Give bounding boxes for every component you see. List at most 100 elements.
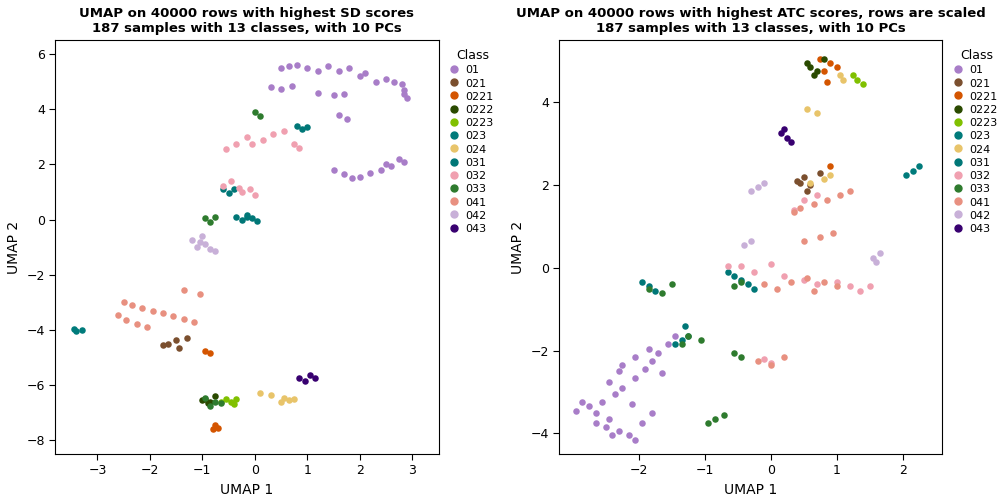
Point bbox=[265, 130, 281, 138]
Point bbox=[331, 67, 347, 75]
Point bbox=[234, 216, 250, 224]
Point bbox=[667, 340, 683, 348]
Point bbox=[733, 278, 749, 286]
Point bbox=[588, 419, 604, 427]
Point bbox=[581, 403, 597, 411]
Point bbox=[733, 276, 749, 284]
Point bbox=[805, 200, 822, 208]
Point bbox=[221, 190, 237, 198]
Point bbox=[812, 55, 829, 63]
Point bbox=[223, 177, 239, 185]
Point bbox=[637, 365, 653, 373]
Point bbox=[342, 64, 358, 72]
Point bbox=[200, 399, 216, 407]
Point bbox=[296, 377, 312, 385]
Point bbox=[195, 232, 211, 240]
Point bbox=[667, 332, 683, 340]
Point bbox=[740, 280, 756, 288]
Point bbox=[802, 181, 818, 189]
Point bbox=[575, 398, 591, 406]
Point bbox=[288, 122, 304, 130]
Point bbox=[846, 72, 862, 80]
Point bbox=[247, 191, 263, 199]
Point bbox=[275, 128, 291, 136]
Point bbox=[288, 61, 304, 69]
Point bbox=[190, 243, 206, 251]
Point bbox=[621, 431, 637, 439]
Point bbox=[614, 384, 630, 392]
Point bbox=[680, 332, 697, 340]
Point bbox=[779, 134, 795, 142]
Point bbox=[336, 90, 352, 98]
Point bbox=[904, 167, 920, 175]
Point bbox=[118, 316, 134, 324]
Point bbox=[231, 184, 247, 192]
Point bbox=[588, 409, 604, 417]
Point bbox=[139, 323, 155, 331]
Point bbox=[197, 395, 213, 403]
Point bbox=[249, 217, 265, 225]
Point bbox=[294, 124, 310, 133]
Point bbox=[660, 340, 676, 348]
Point bbox=[252, 390, 268, 398]
Point bbox=[650, 349, 666, 357]
Point bbox=[842, 282, 858, 290]
Point bbox=[823, 59, 839, 67]
Point bbox=[604, 431, 620, 439]
Point bbox=[301, 371, 318, 380]
Point bbox=[627, 435, 643, 444]
Point bbox=[776, 272, 792, 280]
Point bbox=[802, 179, 818, 187]
Point bbox=[344, 174, 360, 182]
Point bbox=[640, 345, 656, 353]
Point bbox=[386, 78, 402, 86]
Point bbox=[611, 427, 627, 435]
Point bbox=[123, 301, 139, 309]
Point bbox=[216, 185, 232, 193]
Point bbox=[653, 369, 669, 377]
Point bbox=[789, 177, 805, 185]
Point bbox=[808, 192, 825, 200]
Y-axis label: UMAP 2: UMAP 2 bbox=[7, 221, 21, 274]
Point bbox=[203, 349, 219, 357]
Point bbox=[352, 72, 368, 80]
Point bbox=[598, 423, 614, 431]
Point bbox=[727, 282, 743, 290]
Point bbox=[868, 258, 884, 266]
Point bbox=[676, 322, 692, 330]
Point bbox=[746, 268, 762, 276]
Point bbox=[756, 179, 772, 187]
Point bbox=[799, 59, 815, 67]
Point bbox=[226, 185, 242, 193]
Point bbox=[849, 76, 865, 84]
Point bbox=[291, 144, 307, 152]
Point bbox=[720, 262, 736, 270]
Point bbox=[818, 196, 835, 204]
Point bbox=[772, 130, 788, 138]
Point bbox=[763, 361, 779, 369]
Point bbox=[799, 187, 815, 196]
Point bbox=[786, 208, 802, 216]
Point bbox=[299, 123, 316, 131]
Legend: 01, 021, 0221, 0222, 0223, 023, 024, 031, 032, 033, 041, 042, 043: 01, 021, 0221, 0222, 0223, 023, 024, 031… bbox=[448, 46, 497, 237]
Point bbox=[208, 421, 224, 429]
Point bbox=[694, 336, 710, 344]
Point bbox=[234, 188, 250, 196]
Point bbox=[624, 400, 640, 408]
Point bbox=[203, 402, 219, 410]
Point bbox=[362, 169, 378, 177]
Point bbox=[275, 394, 291, 402]
Point bbox=[331, 111, 347, 119]
Point bbox=[786, 206, 802, 214]
Point bbox=[608, 390, 624, 398]
Title: UMAP on 40000 rows with highest SD scores
187 samples with 13 classes, with 10 P: UMAP on 40000 rows with highest SD score… bbox=[80, 7, 414, 35]
Point bbox=[66, 325, 82, 333]
Point bbox=[326, 91, 342, 99]
Point bbox=[309, 67, 326, 75]
Point bbox=[168, 336, 184, 344]
Point bbox=[614, 361, 630, 369]
Point bbox=[244, 214, 260, 222]
Point bbox=[763, 260, 779, 268]
Point bbox=[634, 419, 650, 427]
Point bbox=[818, 78, 835, 86]
